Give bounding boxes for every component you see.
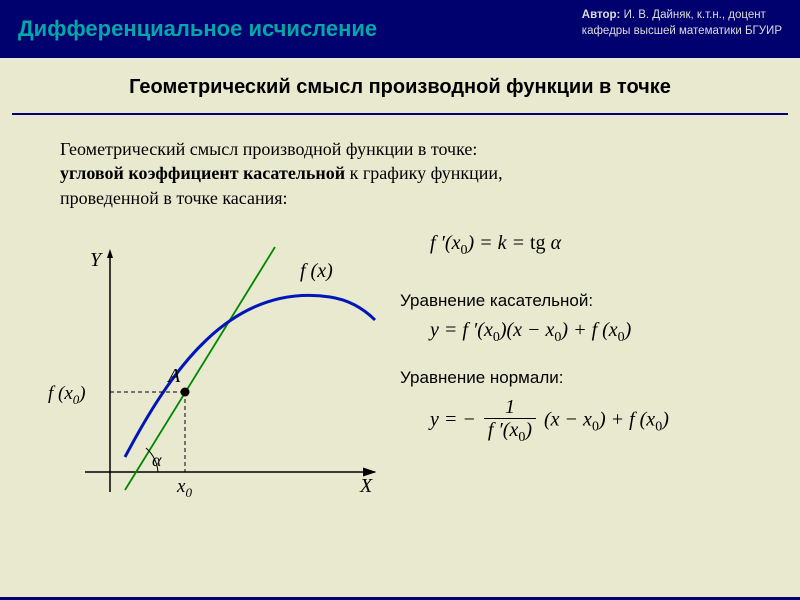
label-fx0: f (x0) <box>48 383 86 407</box>
explanation-text: Геометрический смысл производной функции… <box>0 115 800 222</box>
main-content: Геометрический смысл производной функции… <box>0 58 800 600</box>
explain-bold: угловой коэффициент касательной <box>60 163 345 183</box>
header: Дифференциальное исчисление Автор: И. В.… <box>0 0 800 58</box>
formulas-column: f ′(x0) = k = tg α Уравнение касательной… <box>400 222 790 512</box>
label-alpha: α <box>152 450 162 470</box>
function-curve <box>125 295 375 457</box>
page-title: Дифференциальное исчисление <box>18 16 377 42</box>
point-a <box>181 387 190 396</box>
tangent-line <box>125 247 275 490</box>
label-X: X <box>359 475 373 497</box>
author-dept: кафедры высшей математики БГУИР <box>582 25 782 37</box>
content-row: Y X f (x) A f (x0) x0 α f ′(x0) = k = tg… <box>0 222 800 512</box>
derivative-graph: Y X f (x) A f (x0) x0 α <box>30 222 400 512</box>
label-fx: f (x) <box>300 260 333 282</box>
y-axis-arrow <box>107 249 113 258</box>
tangent-label: Уравнение касательной: <box>400 291 790 311</box>
explain-line3: проведенной в точке касания: <box>60 188 288 208</box>
explain-line2-rest: к графику функции, <box>345 163 502 183</box>
label-Y: Y <box>90 249 103 271</box>
author-label: Автор: <box>582 9 621 21</box>
formula-tangent: y = f ′(x0)(x − x0) + f (x0) <box>430 319 790 346</box>
slide-subtitle: Геометрический смысл производной функции… <box>12 58 788 115</box>
formula-derivative: f ′(x0) = k = tg α <box>430 232 790 259</box>
label-A: A <box>166 365 181 387</box>
formula-normal: y = − 1 f ′(x0) (x − x0) + f (x0) <box>430 396 790 445</box>
author-name: И. В. Дайняк, к.т.н., доцент <box>624 9 766 21</box>
explain-line1: Геометрический смысл производной функции… <box>60 139 477 159</box>
normal-label: Уравнение нормали: <box>400 368 790 388</box>
author-block: Автор: И. В. Дайняк, к.т.н., доцент кафе… <box>582 8 782 39</box>
label-x0: x0 <box>176 476 192 500</box>
normal-frac-num: 1 <box>484 396 536 419</box>
